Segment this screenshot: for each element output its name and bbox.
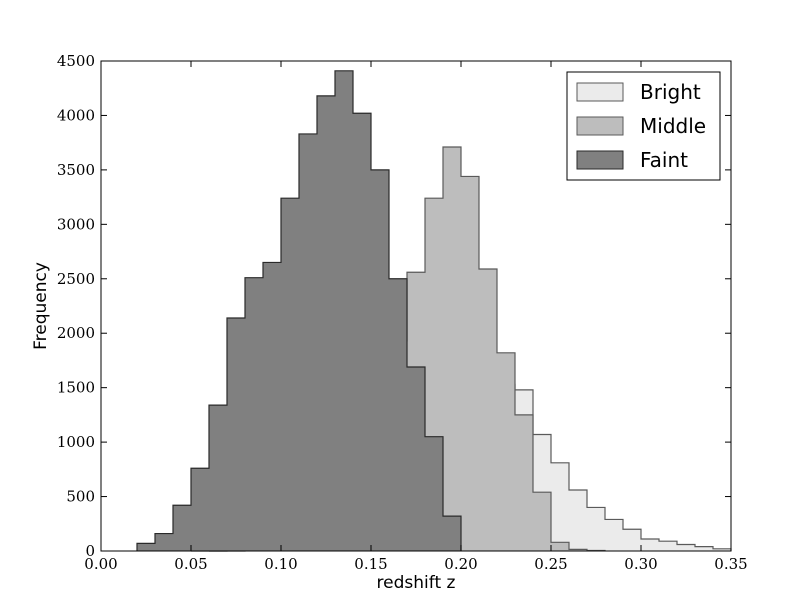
bar-bright-22 [587, 507, 605, 551]
bar-middle-19 [551, 542, 569, 551]
x-tick-label: 0.20 [444, 555, 477, 573]
y-tick-label: 4000 [57, 106, 95, 124]
bar-middle-15 [479, 268, 497, 551]
legend-label-bright: Bright [640, 80, 701, 104]
bar-faint-1 [155, 533, 173, 551]
bar-faint-15 [407, 366, 425, 551]
bar-faint-9 [299, 133, 317, 551]
axis-ticks: 0.00 0.05 0.10 0.15 0.20 0.25 0.30 0.35 0 500 1000… [57, 52, 748, 573]
bar-bright-20 [551, 462, 569, 551]
x-tick-label: 0.00 [84, 555, 117, 573]
bar-bright-25 [641, 539, 659, 551]
bar-faint-14 [389, 278, 407, 551]
bar-faint-6 [245, 277, 263, 551]
x-tick-label: 0.10 [264, 555, 297, 573]
bar-faint-3 [191, 468, 209, 551]
y-tick-label: 2000 [57, 324, 95, 342]
y-tick-label: 500 [66, 488, 95, 506]
outline-faint [136, 70, 462, 551]
bar-bright-28 [695, 546, 713, 551]
bar-middle-17 [515, 414, 533, 551]
bar-faint-7 [263, 262, 281, 551]
x-tick-label: 0.15 [354, 555, 387, 573]
bar-middle-14 [461, 176, 479, 551]
x-tick-label: 0.35 [714, 555, 747, 573]
legend-swatch-middle [576, 116, 624, 136]
y-tick-label: 3500 [57, 161, 95, 179]
y-tick-label: 4500 [57, 52, 95, 70]
legend-label-middle: Middle [640, 114, 706, 138]
legend-swatch-bright [576, 82, 624, 102]
histogram-bars [136, 70, 732, 552]
bar-faint-11 [335, 70, 353, 552]
bar-middle-16 [497, 352, 515, 551]
x-tick-label: 0.25 [534, 555, 567, 573]
y-tick-label: 0 [85, 542, 95, 560]
bar-bright-26 [659, 541, 677, 551]
bar-faint-8 [281, 198, 299, 551]
bar-faint-10 [317, 95, 335, 551]
y-tick-label: 3000 [57, 215, 95, 233]
y-tick-label: 2500 [57, 270, 95, 288]
y-axis-label: Frequency [31, 262, 51, 350]
bar-bright-21 [569, 490, 587, 551]
bar-faint-12 [353, 113, 371, 552]
bar-faint-16 [425, 436, 443, 551]
bar-middle-18 [533, 492, 551, 551]
bar-faint-17 [443, 516, 461, 551]
plot-frame [100, 60, 732, 552]
bar-middle-20 [569, 549, 587, 551]
legend: Bright Middle Faint [566, 71, 721, 181]
bar-bright-29 [713, 548, 731, 551]
y-tick-label: 1000 [57, 433, 95, 451]
bar-faint-0 [137, 543, 155, 551]
x-axis-label: redshift z [377, 573, 456, 593]
bar-faint-2 [173, 505, 191, 551]
bar-faint-13 [371, 169, 389, 551]
bar-bright-23 [605, 519, 623, 551]
y-tick-label: 1500 [57, 379, 95, 397]
x-tick-label: 0.30 [624, 555, 657, 573]
bar-bright-27 [677, 544, 695, 551]
bar-bright-24 [623, 529, 641, 551]
bar-middle-13 [443, 147, 461, 551]
series-faint [136, 70, 462, 552]
x-tick-label: 0.05 [174, 555, 207, 573]
legend-swatch-faint [576, 150, 624, 170]
bar-faint-4 [209, 405, 227, 551]
legend-label-faint: Faint [640, 148, 688, 172]
bar-faint-5 [227, 317, 245, 551]
